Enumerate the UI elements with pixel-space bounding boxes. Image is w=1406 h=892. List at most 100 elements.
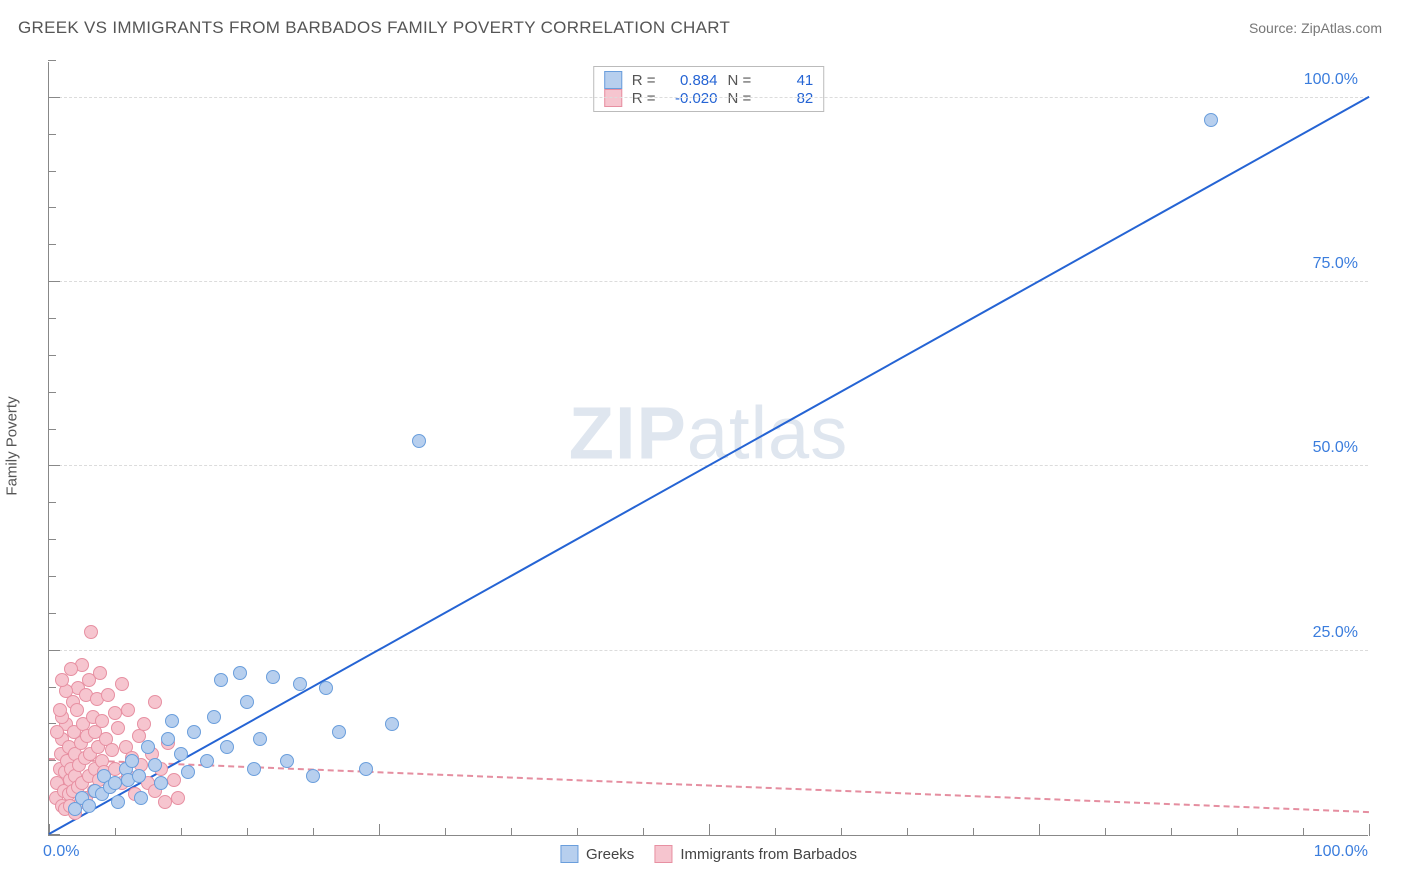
y-tick	[48, 244, 56, 245]
point-greeks	[132, 769, 146, 783]
watermark-text: ZIPatlas	[569, 391, 848, 476]
point-greeks	[200, 754, 214, 768]
chart-title: GREEK VS IMMIGRANTS FROM BARBADOS FAMILY…	[18, 18, 730, 38]
x-tick	[907, 828, 908, 836]
x-tick	[313, 828, 314, 836]
point-greeks	[233, 666, 247, 680]
swatch-greeks	[604, 71, 622, 89]
x-tick	[181, 828, 182, 836]
point-barbados	[70, 703, 84, 717]
y-tick	[48, 207, 56, 208]
point-greeks	[332, 725, 346, 739]
x-axis-max-label: 100.0%	[1314, 843, 1368, 861]
x-tick	[445, 828, 446, 836]
point-barbados	[115, 677, 129, 691]
y-tick	[48, 539, 56, 540]
point-greeks	[154, 776, 168, 790]
point-greeks	[165, 714, 179, 728]
point-greeks	[385, 717, 399, 731]
point-greeks	[161, 732, 175, 746]
point-greeks	[359, 762, 373, 776]
y-tick	[48, 465, 60, 466]
legend-row-barbados: R = -0.020 N = 82	[604, 89, 814, 107]
y-tick	[48, 60, 56, 61]
y-tick-label: 50.0%	[1313, 439, 1358, 457]
point-barbados	[111, 721, 125, 735]
point-greeks	[253, 732, 267, 746]
point-greeks	[240, 695, 254, 709]
point-barbados	[50, 725, 64, 739]
y-tick	[48, 97, 60, 98]
y-tick	[48, 650, 60, 651]
point-barbados	[148, 695, 162, 709]
y-tick	[48, 613, 56, 614]
y-tick	[48, 760, 56, 761]
x-tick	[247, 828, 248, 836]
correlation-legend: R = 0.884 N = 41 R = -0.020 N = 82	[593, 66, 825, 112]
legend-label-barbados: Immigrants from Barbados	[680, 846, 857, 863]
scatter-plot-area: ZIPatlas R = 0.884 N = 41 R = -0.020 N =…	[48, 62, 1368, 836]
point-greeks	[134, 791, 148, 805]
y-tick	[48, 171, 56, 172]
x-tick	[1303, 828, 1304, 836]
point-barbados	[167, 773, 181, 787]
gridline	[49, 97, 1368, 98]
point-greeks	[108, 776, 122, 790]
point-greeks	[207, 710, 221, 724]
y-tick	[48, 502, 56, 503]
x-axis-min-label: 0.0%	[43, 843, 79, 861]
x-tick	[1105, 828, 1106, 836]
source-attribution: Source: ZipAtlas.com	[1249, 20, 1382, 36]
legend-item-greeks: Greeks	[560, 845, 634, 863]
series-legend: Greeks Immigrants from Barbados	[560, 845, 857, 863]
y-tick-label: 100.0%	[1304, 71, 1358, 89]
point-barbados	[105, 743, 119, 757]
point-barbados	[101, 688, 115, 702]
gridline	[49, 281, 1368, 282]
point-barbados	[95, 714, 109, 728]
y-tick	[48, 318, 56, 319]
x-tick	[1171, 828, 1172, 836]
point-greeks	[306, 769, 320, 783]
point-greeks	[174, 747, 188, 761]
x-tick	[973, 828, 974, 836]
y-tick-label: 75.0%	[1313, 255, 1358, 273]
y-tick-label: 25.0%	[1313, 624, 1358, 642]
swatch-greeks-icon	[560, 845, 578, 863]
point-barbados	[171, 791, 185, 805]
point-greeks	[280, 754, 294, 768]
point-greeks	[220, 740, 234, 754]
point-greeks	[148, 758, 162, 772]
y-tick	[48, 392, 56, 393]
y-tick	[48, 355, 56, 356]
point-greeks	[1204, 113, 1218, 127]
legend-label-greeks: Greeks	[586, 846, 634, 863]
point-greeks	[247, 762, 261, 776]
point-barbados	[93, 666, 107, 680]
y-tick	[48, 281, 60, 282]
point-barbados	[137, 717, 151, 731]
point-barbados	[158, 795, 172, 809]
point-greeks	[293, 677, 307, 691]
x-tick	[1237, 828, 1238, 836]
x-tick	[379, 824, 380, 836]
point-greeks	[412, 434, 426, 448]
point-greeks	[214, 673, 228, 687]
x-tick	[709, 824, 710, 836]
x-tick	[841, 828, 842, 836]
gridline	[49, 650, 1368, 651]
legend-row-greeks: R = 0.884 N = 41	[604, 71, 814, 89]
y-tick	[48, 134, 56, 135]
point-greeks	[187, 725, 201, 739]
point-barbados	[53, 703, 67, 717]
x-tick	[1039, 824, 1040, 836]
x-tick	[643, 828, 644, 836]
y-axis-label: Family Poverty	[4, 396, 21, 495]
x-tick	[577, 828, 578, 836]
point-greeks	[266, 670, 280, 684]
y-tick	[48, 576, 56, 577]
point-barbados	[55, 673, 69, 687]
point-greeks	[125, 754, 139, 768]
point-greeks	[319, 681, 333, 695]
x-tick	[1369, 824, 1370, 836]
